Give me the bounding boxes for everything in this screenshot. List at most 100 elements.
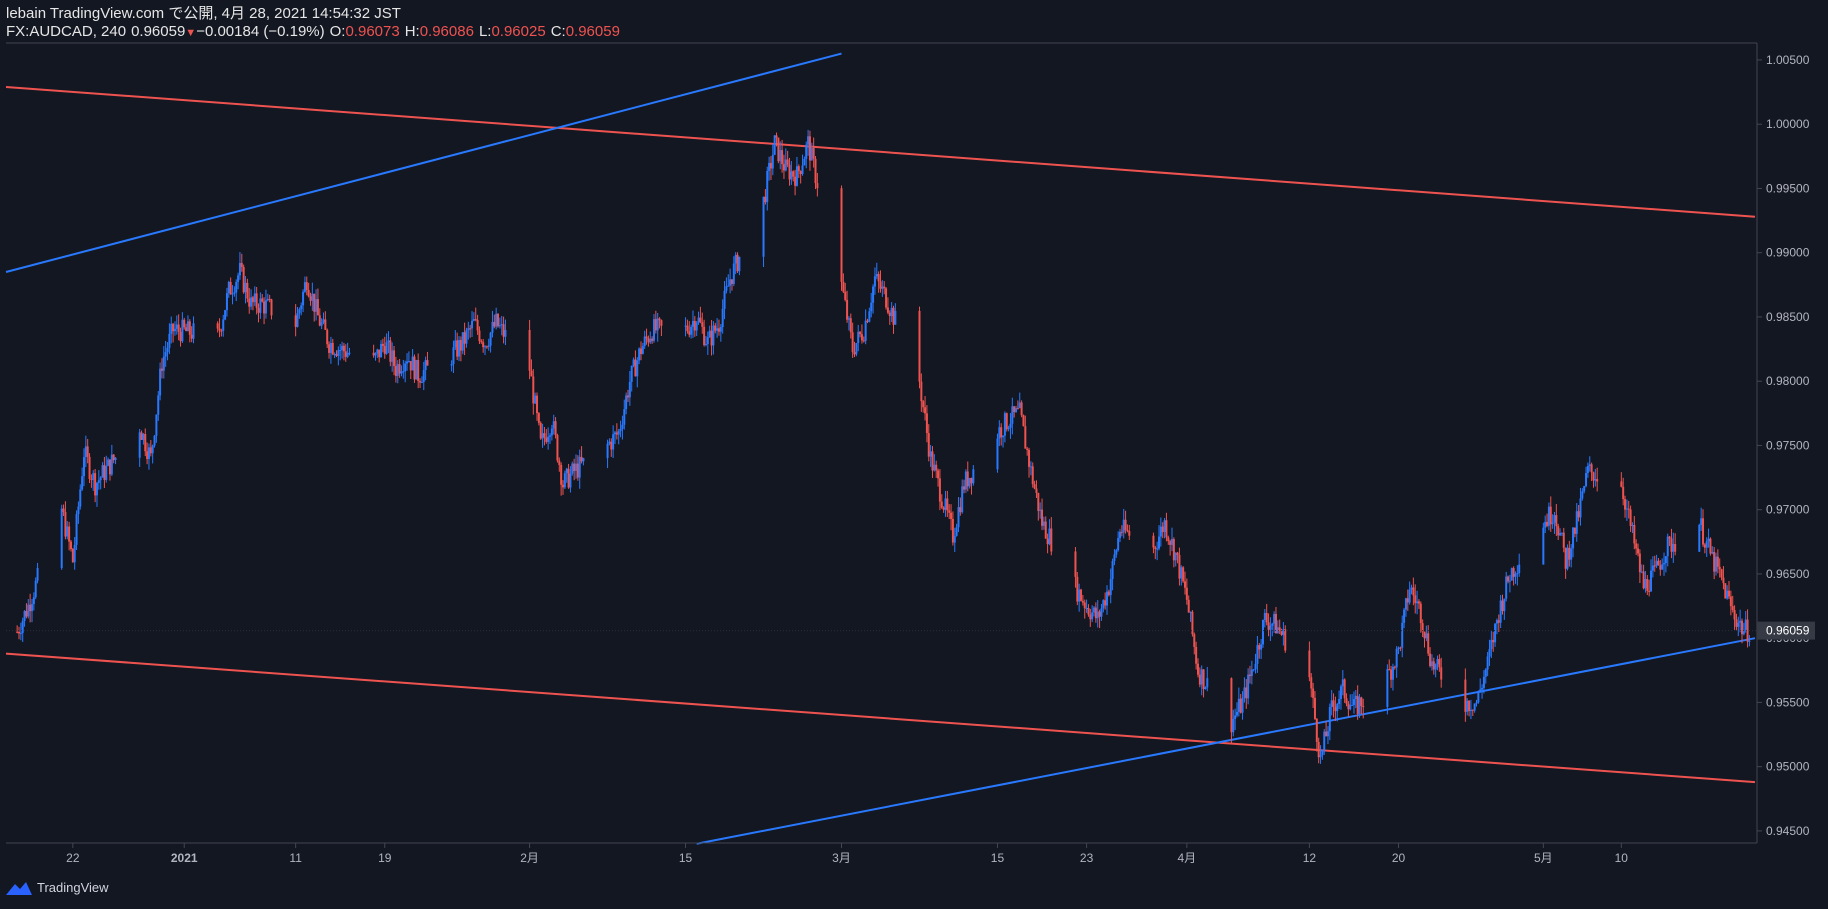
candle-body (649, 338, 652, 343)
candle-body (810, 148, 813, 161)
candle-body (1390, 669, 1393, 680)
candle-body (1167, 537, 1170, 542)
candle-body (153, 435, 156, 446)
candle-body (1559, 533, 1562, 536)
candle-body (1003, 413, 1006, 436)
candle-body (1590, 464, 1593, 473)
candle-body (1042, 521, 1045, 526)
candle-body (77, 506, 80, 515)
candle-body (73, 544, 76, 563)
candle-body (502, 324, 505, 337)
candle-body (1323, 731, 1326, 751)
candle-body (944, 498, 947, 510)
symbol[interactable]: FX:AUDCAD (6, 23, 93, 40)
candle-body (1352, 699, 1355, 705)
candle-body (1731, 606, 1734, 611)
candle-body (1635, 543, 1638, 549)
candle-body (660, 320, 663, 326)
candle-body (186, 321, 189, 332)
candle-body (1024, 426, 1027, 449)
candle-body (1362, 705, 1365, 707)
candle-body (476, 319, 479, 331)
candle-body (873, 276, 876, 287)
candle-body (1183, 581, 1186, 588)
candle-body (1091, 612, 1094, 620)
candle-body (1109, 578, 1112, 596)
candle-body (157, 395, 160, 415)
candle-body (812, 148, 815, 159)
axes: 1.00500 1.00000 0.99500 0.99000 0.98500 0.980… (6, 42, 1815, 865)
candle-body (1668, 536, 1671, 539)
candle-body (1430, 661, 1433, 667)
candle-body (1432, 661, 1435, 670)
candle-body (688, 331, 691, 335)
candle-body (1729, 596, 1732, 607)
candle-body (495, 313, 498, 327)
candle-body (1512, 568, 1515, 577)
x-tick-label: 4月 (1178, 851, 1197, 865)
candle-body (1419, 603, 1422, 624)
candle-body (933, 464, 936, 471)
candle-body (328, 344, 331, 353)
candle-body (1087, 608, 1090, 615)
candle-body (1705, 541, 1708, 548)
candle-body (1041, 509, 1044, 526)
candle-body (60, 508, 63, 569)
candle-body (946, 498, 949, 511)
candle-body (175, 324, 178, 329)
candle-body (1748, 640, 1751, 642)
candle-body (398, 364, 401, 374)
candle-body (110, 454, 113, 475)
candle-body (1553, 515, 1556, 523)
candle-body (1570, 548, 1573, 560)
candle-body (1486, 656, 1489, 670)
candle-body (545, 437, 548, 442)
candle-body (320, 322, 323, 326)
candle-body (1159, 526, 1162, 537)
candle-body (1269, 625, 1272, 630)
candle-body (489, 332, 492, 346)
candle-body (1518, 564, 1521, 574)
x-tick-label: 20 (1392, 851, 1406, 865)
candle-body (240, 263, 243, 268)
candle-body (469, 328, 472, 330)
interval[interactable]: 240 (101, 23, 127, 40)
candle-body (1507, 576, 1510, 582)
candle-body (879, 281, 882, 289)
candle-body (1408, 589, 1411, 603)
candle-body (1247, 674, 1250, 699)
candle-body (1332, 700, 1335, 707)
candle-body (114, 457, 117, 461)
candle-body (1399, 647, 1402, 649)
candle-body (103, 465, 106, 480)
candle-body (1261, 619, 1264, 645)
candle-body (1050, 528, 1053, 552)
candle-body (1094, 607, 1097, 619)
candle-body (782, 164, 785, 171)
candle-body (1640, 571, 1643, 573)
candle-body (1722, 577, 1725, 584)
candle-body (1015, 408, 1018, 413)
candle-body (250, 297, 253, 307)
candle-body (769, 162, 772, 169)
candle-body (1202, 669, 1205, 689)
candle-body (721, 308, 724, 328)
candle-body (1000, 427, 1003, 438)
candle-body (1720, 569, 1723, 578)
candle-body (1724, 583, 1727, 599)
candle-body (1551, 522, 1554, 525)
candle-body (424, 360, 427, 371)
candle-body (1200, 669, 1203, 685)
candle-body (925, 413, 928, 434)
y-tick-label: 0.97000 (1766, 503, 1810, 517)
candle-body (1581, 491, 1584, 499)
candle-body (190, 334, 193, 339)
candle-body (99, 477, 102, 481)
candle-body (853, 352, 856, 355)
candle-body (459, 340, 462, 351)
candle-body (931, 451, 934, 471)
candle-body (1235, 711, 1238, 716)
candle-body (294, 315, 297, 327)
x-tick-label: 22 (66, 851, 80, 865)
